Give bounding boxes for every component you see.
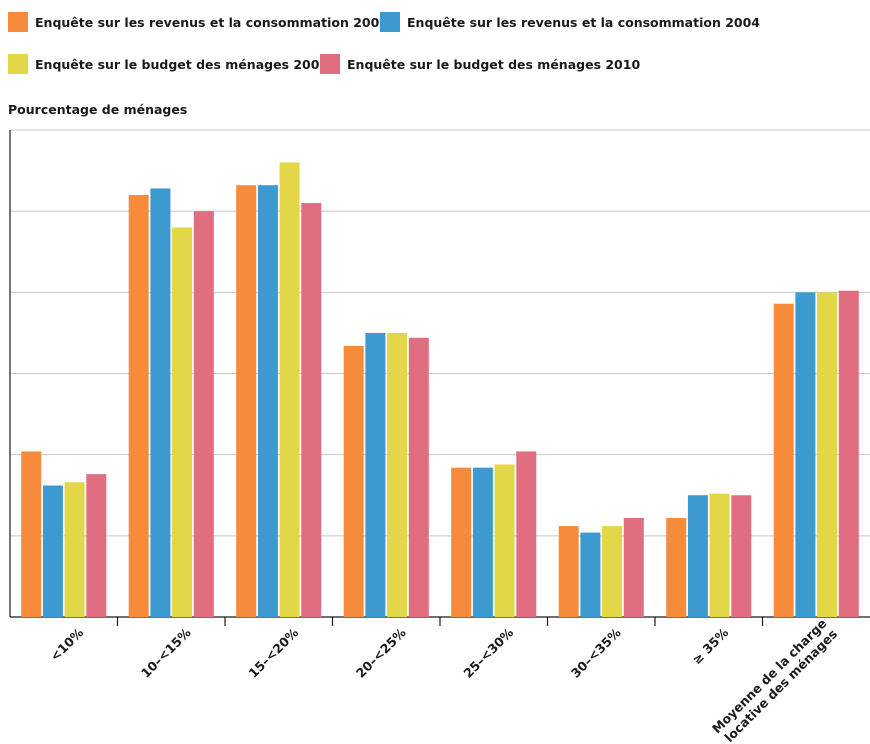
bar-2-series-1 xyxy=(128,194,149,617)
bar-5-series-1 xyxy=(451,467,472,617)
bar-1-series-3 xyxy=(64,482,85,617)
bar-2-series-4 xyxy=(193,211,214,617)
legend-label-2010: Enquête sur le budget des ménages 2010 xyxy=(347,56,641,72)
bar-5-series-3 xyxy=(494,464,515,617)
legend-label-2004: Enquête sur les revenus et la consommati… xyxy=(407,14,761,30)
bar-8-series-2 xyxy=(795,292,816,617)
bar-6-series-1 xyxy=(558,526,579,617)
legend-label-2001: Enquête sur les revenus et la consommati… xyxy=(35,14,389,30)
bar-7-series-4 xyxy=(731,495,752,617)
legend-swatch-2001 xyxy=(8,12,28,32)
bar-6-series-3 xyxy=(602,526,623,617)
bar-2-series-3 xyxy=(172,227,193,617)
legend-item-2004: Enquête sur les revenus et la consommati… xyxy=(380,12,760,32)
y-axis-label: Pourcentage de ménages xyxy=(8,102,188,117)
bar-6-series-4 xyxy=(623,517,644,617)
bar-5-series-2 xyxy=(472,467,493,617)
bar-3-series-3 xyxy=(279,162,300,617)
bar-8-series-4 xyxy=(838,290,859,617)
bar-4-series-4 xyxy=(408,337,429,617)
bar-7-series-2 xyxy=(687,495,708,617)
bar-8-series-3 xyxy=(817,292,838,617)
legend-item-2007: Enquête sur le budget des ménages 2007 xyxy=(8,54,328,74)
x-tick-label: 10–<15% xyxy=(138,625,194,681)
bar-8-series-1 xyxy=(773,303,794,617)
x-tick-label: 20–<25% xyxy=(353,625,409,681)
bar-4-series-3 xyxy=(387,332,408,617)
x-tick-label: 15–<20% xyxy=(245,625,301,681)
bar-1-series-4 xyxy=(86,474,107,617)
x-tick-label: 30–<35% xyxy=(568,625,624,681)
x-tick-label: 25–<30% xyxy=(460,625,516,681)
legend-label-2007: Enquête sur le budget des ménages 2007 xyxy=(35,56,329,72)
bar-1-series-2 xyxy=(42,485,63,617)
bar-3-series-1 xyxy=(236,185,257,617)
bar-3-series-2 xyxy=(257,185,278,617)
legend-swatch-2007 xyxy=(8,54,28,74)
bar-4-series-1 xyxy=(343,345,364,617)
bar-3-series-4 xyxy=(301,203,322,618)
legend-item-2001: Enquête sur les revenus et la consommati… xyxy=(8,12,388,32)
x-tick-label: ≥ 35% xyxy=(689,625,732,668)
bar-4-series-2 xyxy=(365,332,386,617)
bar-5-series-4 xyxy=(516,451,537,617)
bar-1-series-1 xyxy=(21,451,42,617)
legend-swatch-2004 xyxy=(380,12,400,32)
legend-item-2010: Enquête sur le budget des ménages 2010 xyxy=(320,54,640,74)
x-tick-label: <10% xyxy=(47,625,87,665)
bar-7-series-1 xyxy=(666,517,687,617)
bar-2-series-2 xyxy=(150,188,171,617)
legend-swatch-2010 xyxy=(320,54,340,74)
bar-7-series-3 xyxy=(709,493,730,617)
bar-6-series-2 xyxy=(580,532,601,617)
